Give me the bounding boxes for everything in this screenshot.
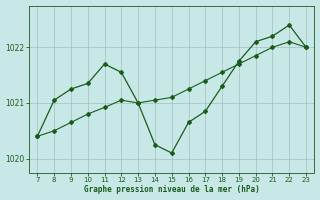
X-axis label: Graphe pression niveau de la mer (hPa): Graphe pression niveau de la mer (hPa)	[84, 185, 260, 194]
